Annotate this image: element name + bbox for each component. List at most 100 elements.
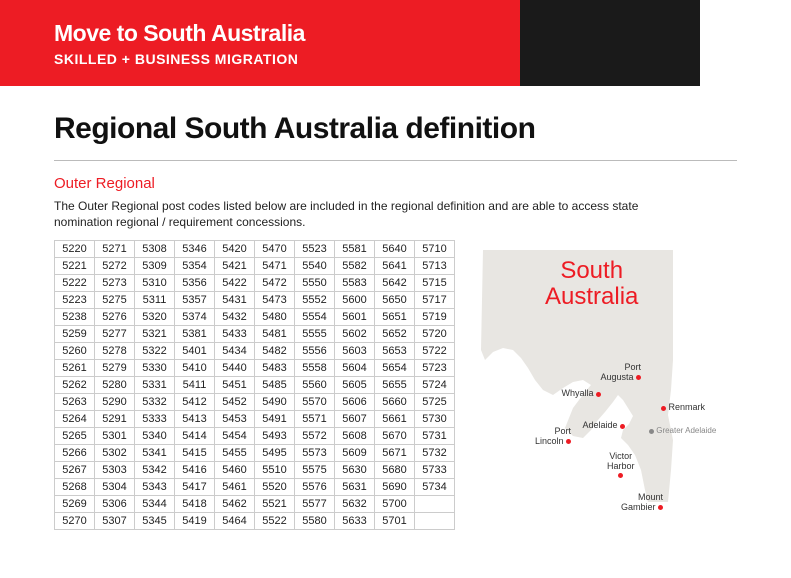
city-label-adelaide: Adelaide xyxy=(571,421,625,430)
postcode-cell: 5641 xyxy=(375,258,415,275)
postcode-cell: 5642 xyxy=(375,275,415,292)
postcode-cell: 5576 xyxy=(295,479,335,496)
postcode-cell: 5271 xyxy=(95,241,135,258)
postcode-cell: 5604 xyxy=(335,360,375,377)
postcode-cell: 5309 xyxy=(135,258,175,275)
table-row: 5268530453435417546155205576563156905734 xyxy=(55,479,455,496)
table-row: 526953065344541854625521557756325700 xyxy=(55,496,455,513)
postcode-cell: 5422 xyxy=(215,275,255,292)
table-row: 5267530353425416546055105575563056805733 xyxy=(55,462,455,479)
banner-subtitle: SKILLED + BUSINESS MIGRATION xyxy=(54,51,520,67)
table-row: 5259527753215381543354815555560256525720 xyxy=(55,326,455,343)
postcode-cell: 5570 xyxy=(295,394,335,411)
postcode-cell: 5261 xyxy=(55,360,95,377)
postcode-cell: 5431 xyxy=(215,292,255,309)
postcode-cell: 5607 xyxy=(335,411,375,428)
postcode-cell: 5322 xyxy=(135,343,175,360)
city-label-greater-adelaide: Greater Adelaide xyxy=(649,427,716,435)
postcode-cell: 5307 xyxy=(95,513,135,530)
postcode-cell: 5279 xyxy=(95,360,135,377)
section-intro: The Outer Regional post codes listed bel… xyxy=(54,198,654,230)
postcode-cell: 5495 xyxy=(255,445,295,462)
postcode-cell: 5410 xyxy=(175,360,215,377)
postcode-cell: 5640 xyxy=(375,241,415,258)
postcode-cell: 5581 xyxy=(335,241,375,258)
postcode-cell: 5343 xyxy=(135,479,175,496)
postcode-cell: 5320 xyxy=(135,309,175,326)
postcode-cell: 5455 xyxy=(215,445,255,462)
postcode-cell: 5522 xyxy=(255,513,295,530)
postcode-cell: 5259 xyxy=(55,326,95,343)
postcode-cell: 5333 xyxy=(135,411,175,428)
banner-title: Move to South Australia xyxy=(54,20,520,47)
postcode-cell: 5651 xyxy=(375,309,415,326)
postcode-cell: 5269 xyxy=(55,496,95,513)
map-title-line2: Australia xyxy=(545,283,638,310)
postcode-cell: 5720 xyxy=(415,326,455,343)
red-banner: Move to South Australia SKILLED + BUSINE… xyxy=(0,0,520,86)
postcode-cell: 5680 xyxy=(375,462,415,479)
postcode-cell: 5661 xyxy=(375,411,415,428)
postcode-cell: 5603 xyxy=(335,343,375,360)
postcode-cell: 5340 xyxy=(135,428,175,445)
postcode-cell: 5717 xyxy=(415,292,455,309)
postcode-cell: 5345 xyxy=(135,513,175,530)
postcode-cell: 5583 xyxy=(335,275,375,292)
postcode-cell: 5268 xyxy=(55,479,95,496)
postcode-cell: 5722 xyxy=(415,343,455,360)
postcode-cell: 5713 xyxy=(415,258,455,275)
postcode-cell: 5510 xyxy=(255,462,295,479)
table-row: 5260527853225401543454825556560356535722 xyxy=(55,343,455,360)
postcode-cell: 5606 xyxy=(335,394,375,411)
postcode-cell: 5222 xyxy=(55,275,95,292)
table-row: 5265530153405414545454935572560856705731 xyxy=(55,428,455,445)
map-title: South Australia xyxy=(545,258,638,308)
postcode-cell: 5700 xyxy=(375,496,415,513)
postcode-cell: 5482 xyxy=(255,343,295,360)
postcode-cell: 5558 xyxy=(295,360,335,377)
postcode-cell: 5277 xyxy=(95,326,135,343)
postcode-cell: 5733 xyxy=(415,462,455,479)
city-label-port-lincoln: PortLincoln xyxy=(517,427,571,446)
postcode-cell: 5331 xyxy=(135,377,175,394)
postcode-cell: 5416 xyxy=(175,462,215,479)
postcode-cell: 5342 xyxy=(135,462,175,479)
postcode-cell: 5262 xyxy=(55,377,95,394)
postcode-cell: 5275 xyxy=(95,292,135,309)
postcode-cell: 5605 xyxy=(335,377,375,394)
postcode-cell: 5715 xyxy=(415,275,455,292)
postcode-cell: 5630 xyxy=(335,462,375,479)
postcode-cell: 5401 xyxy=(175,343,215,360)
postcode-cell: 5433 xyxy=(215,326,255,343)
postcode-cell: 5671 xyxy=(375,445,415,462)
postcode-cell: 5381 xyxy=(175,326,215,343)
postcode-cell: 5652 xyxy=(375,326,415,343)
table-row: 5266530253415415545554955573560956715732 xyxy=(55,445,455,462)
postcode-cell: 5270 xyxy=(55,513,95,530)
postcode-cell: 5464 xyxy=(215,513,255,530)
postcode-cell: 5554 xyxy=(295,309,335,326)
postcode-cell: 5690 xyxy=(375,479,415,496)
city-label-mount-gambier: MountGambier xyxy=(609,493,663,512)
postcode-cell: 5710 xyxy=(415,241,455,258)
postcode-cell: 5654 xyxy=(375,360,415,377)
page-title: Regional South Australia definition xyxy=(54,112,737,146)
postcode-cell: 5609 xyxy=(335,445,375,462)
postcode-cell: 5493 xyxy=(255,428,295,445)
postcode-cell: 5601 xyxy=(335,309,375,326)
postcode-cell: 5577 xyxy=(295,496,335,513)
body-row: 5220527153085346542054705523558156405710… xyxy=(54,240,737,530)
postcode-cell: 5452 xyxy=(215,394,255,411)
table-row: 5261527953305410544054835558560456545723 xyxy=(55,360,455,377)
city-label-whyalla: Whyalla xyxy=(547,389,601,398)
map-title-line1: South xyxy=(560,257,623,284)
postcode-cell: 5491 xyxy=(255,411,295,428)
postcode-cell: 5308 xyxy=(135,241,175,258)
postcode-cell: 5419 xyxy=(175,513,215,530)
postcode-cell: 5451 xyxy=(215,377,255,394)
postcode-cell: 5273 xyxy=(95,275,135,292)
postcode-cell: 5434 xyxy=(215,343,255,360)
postcode-cell: 5472 xyxy=(255,275,295,292)
table-row: 5222527353105356542254725550558356425715 xyxy=(55,275,455,292)
postcode-cell: 5725 xyxy=(415,394,455,411)
